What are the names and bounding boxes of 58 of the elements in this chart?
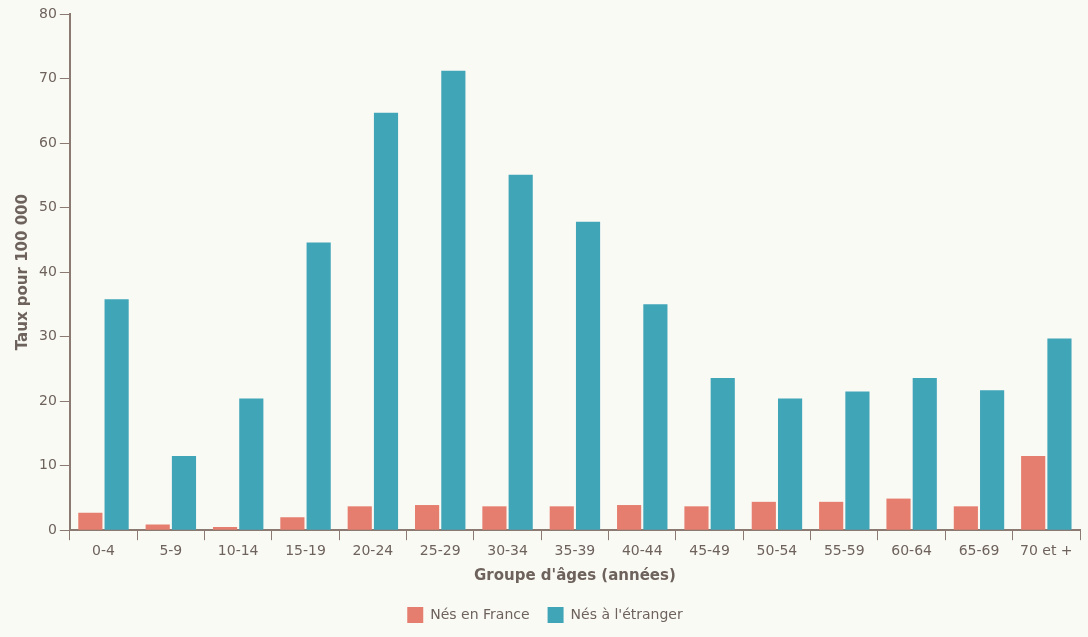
bar (171, 456, 197, 530)
y-tick-label: 30 (38, 327, 57, 344)
x-tick-label: 40-44 (621, 542, 663, 559)
bar (347, 506, 372, 530)
x-tick-label: 35-39 (554, 542, 596, 559)
bar (482, 506, 507, 530)
x-tick-label: 20-24 (352, 542, 394, 559)
x-tick-label: 5-9 (159, 542, 183, 559)
x-tick-label: 15-19 (285, 542, 326, 559)
y-tick-label: 60 (38, 133, 57, 150)
legend-label: Nés à l'étranger (570, 605, 683, 622)
y-axis-title: Taux pour 100 000 (12, 194, 31, 351)
bar (912, 377, 937, 530)
x-tick-label: 0-4 (92, 542, 116, 559)
x-tick-label: 50-54 (756, 542, 798, 559)
x-tick-label: 10-14 (217, 542, 259, 559)
bar (212, 526, 238, 530)
y-tick-label: 20 (38, 391, 57, 408)
bar (508, 174, 533, 530)
bar (280, 517, 305, 530)
bar (953, 506, 978, 530)
legend-label: Nés en France (430, 605, 530, 622)
bar (643, 304, 668, 530)
bar (104, 299, 129, 530)
y-tick-label: 80 (38, 4, 57, 21)
y-tick-label: 70 (38, 69, 57, 86)
bar (617, 505, 642, 530)
bar (1021, 456, 1046, 530)
y-tick-label: 0 (47, 520, 57, 537)
y-tick-label: 10 (38, 456, 57, 473)
bar (239, 398, 264, 530)
bar (819, 501, 844, 530)
x-tick-label: 45-49 (689, 542, 730, 559)
bar (415, 505, 440, 530)
bar (1047, 338, 1072, 530)
bar (778, 398, 803, 530)
bar (980, 390, 1005, 530)
bar (549, 506, 574, 530)
bar (710, 377, 735, 530)
bar (441, 70, 466, 530)
x-tick-label: 60-64 (891, 542, 933, 559)
bar (886, 498, 911, 530)
bar (373, 112, 399, 530)
x-axis-title: Groupe d'âges (années) (474, 565, 676, 584)
bar (78, 512, 103, 530)
y-tick-label: 40 (38, 262, 57, 279)
bar (145, 524, 170, 530)
bar (751, 501, 776, 530)
x-tick-label: 25-29 (419, 542, 461, 559)
bar (684, 506, 709, 530)
x-tick-label: 70 et + (1020, 542, 1073, 559)
bar (575, 221, 601, 530)
bar (306, 242, 331, 530)
y-tick-label: 50 (38, 198, 57, 215)
x-tick-label: 65-69 (958, 542, 1000, 559)
x-tick-label: 55-59 (823, 542, 865, 559)
x-tick-label: 30-34 (487, 542, 528, 559)
bar (845, 391, 870, 530)
